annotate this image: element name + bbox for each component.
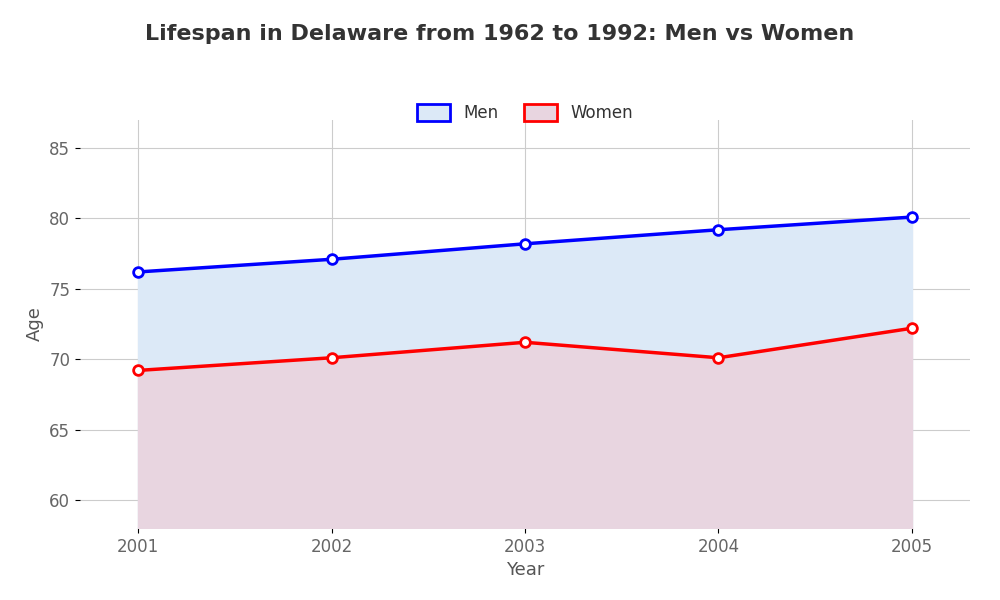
Y-axis label: Age: Age (26, 307, 44, 341)
Text: Lifespan in Delaware from 1962 to 1992: Men vs Women: Lifespan in Delaware from 1962 to 1992: … (145, 24, 855, 44)
Legend: Men, Women: Men, Women (409, 95, 641, 131)
X-axis label: Year: Year (506, 561, 544, 579)
